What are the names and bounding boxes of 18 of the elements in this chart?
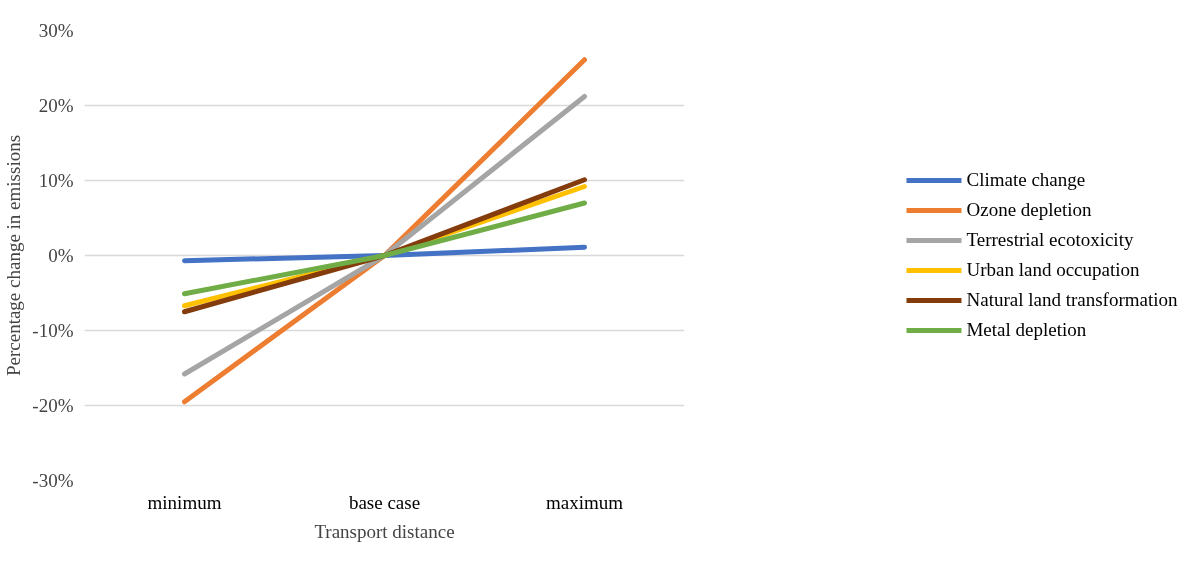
x-tick-label: maximum (545, 491, 624, 513)
x-tick-label: minimum (147, 491, 222, 513)
legend-label: Urban land occupation (966, 259, 1140, 281)
y-tick-label: 20% (38, 95, 74, 116)
legend-label: Ozone depletion (966, 199, 1092, 221)
y-tick-label: 0% (48, 245, 74, 266)
y-tick-label: -30% (32, 470, 74, 491)
y-tick-label: -10% (32, 320, 74, 341)
x-axis-title: Transport distance (314, 520, 455, 542)
legend-label: Natural land transformation (966, 289, 1178, 311)
y-tick-label: -20% (32, 395, 74, 416)
legend-label: Metal depletion (966, 319, 1087, 341)
y-tick-label: 30% (38, 20, 74, 41)
y-axis-title: Percentage change in emissions (3, 134, 25, 377)
y-tick-label: 10% (38, 170, 74, 191)
x-tick-label: base case (348, 491, 421, 513)
legend-label: Climate change (966, 169, 1086, 191)
legend-label: Terrestrial ecotoxicity (966, 229, 1134, 251)
